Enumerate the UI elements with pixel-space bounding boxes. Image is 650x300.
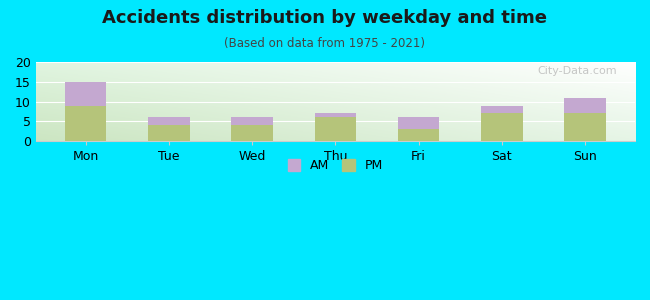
- Text: Accidents distribution by weekday and time: Accidents distribution by weekday and ti…: [103, 9, 547, 27]
- Bar: [481, 113, 523, 141]
- Bar: [315, 113, 356, 117]
- Legend: AM, PM: AM, PM: [284, 155, 387, 176]
- Bar: [398, 129, 439, 141]
- Bar: [65, 82, 107, 106]
- Bar: [231, 117, 273, 125]
- Text: City-Data.com: City-Data.com: [538, 66, 617, 76]
- Bar: [148, 117, 190, 125]
- Bar: [231, 125, 273, 141]
- Bar: [315, 117, 356, 141]
- Bar: [564, 98, 606, 113]
- Bar: [65, 106, 107, 141]
- Bar: [398, 117, 439, 129]
- Bar: [481, 106, 523, 113]
- Bar: [564, 113, 606, 141]
- Bar: [148, 125, 190, 141]
- Text: (Based on data from 1975 - 2021): (Based on data from 1975 - 2021): [224, 38, 426, 50]
